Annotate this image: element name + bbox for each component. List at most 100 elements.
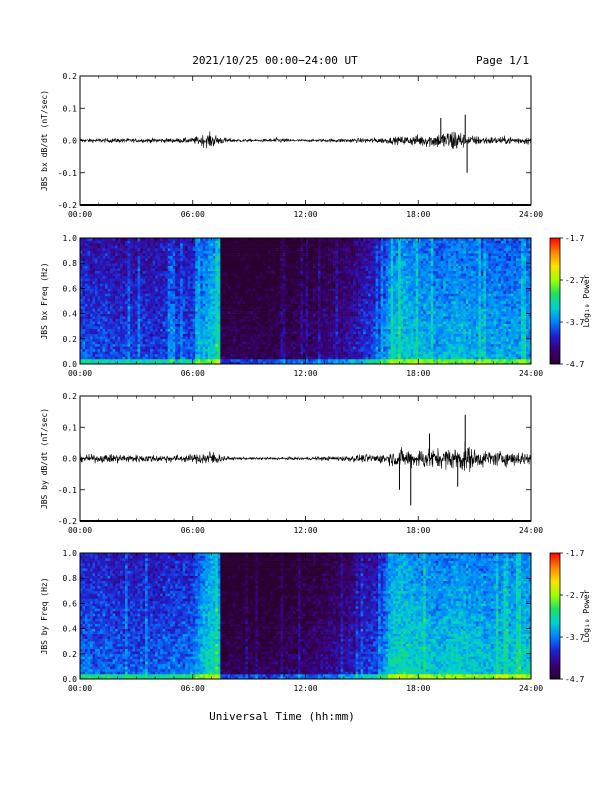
heatmap-cell (245, 270, 249, 274)
heatmap-cell (315, 308, 319, 312)
heatmap-cell (215, 306, 219, 309)
heatmap-cell (205, 245, 209, 249)
heatmap-cell (245, 333, 249, 337)
heatmap-cell (192, 316, 196, 319)
heatmap-cell (212, 243, 216, 246)
heatmap-cell (152, 253, 156, 256)
heatmap-cell (215, 338, 219, 342)
heatmap-cell (182, 263, 186, 267)
heatmap-cell (300, 323, 304, 327)
heatmap-cell (282, 258, 286, 261)
heatmap-cell (162, 341, 166, 345)
heatmap-cell (282, 313, 286, 317)
heatmap-cell (260, 338, 264, 342)
heatmap-cell (305, 301, 309, 304)
heatmap-cell (280, 361, 284, 365)
heatmap-cell (285, 258, 289, 261)
heatmap-cell (235, 338, 239, 342)
heatmap-cell (310, 245, 314, 249)
heatmap-cell (300, 333, 304, 337)
heatmap-cell (227, 343, 231, 347)
heatmap-cell (222, 346, 226, 350)
heatmap-cell (323, 243, 326, 246)
heatmap-cell (217, 290, 221, 294)
heatmap-cell (247, 245, 251, 249)
heatmap-cell (162, 326, 166, 330)
heatmap-cell (202, 293, 206, 297)
heatmap-cell (285, 293, 289, 297)
heatmap-cell (140, 243, 143, 246)
heatmap-cell (110, 321, 113, 324)
heatmap-cell (290, 248, 294, 251)
heatmap-cell (205, 333, 209, 337)
heatmap-cell (252, 316, 256, 319)
heatmap-cell (242, 306, 246, 309)
heatmap-cell (225, 238, 229, 241)
heatmap-cell (308, 311, 311, 314)
heatmap-cell (137, 348, 141, 352)
heatmap-cell (162, 248, 166, 251)
heatmap-cell (242, 243, 246, 246)
heatmap-cell (170, 313, 174, 317)
heatmap-cell (95, 323, 98, 327)
heatmap-cell (318, 265, 321, 269)
heatmap-cell (82, 288, 86, 292)
heatmap-cell (227, 303, 231, 307)
heatmap-cell (92, 270, 96, 274)
heatmap-cell (92, 348, 96, 352)
heatmap-cell (320, 280, 324, 284)
heatmap-cell (210, 343, 214, 347)
heatmap-cell (290, 270, 294, 274)
heatmap-cell (267, 268, 271, 272)
heatmap-cell (205, 255, 209, 259)
heatmap-cell (287, 273, 291, 277)
heatmap-cell (292, 333, 296, 337)
heatmap-cell (97, 358, 101, 362)
heatmap-cell (142, 278, 146, 282)
heatmap-cell (297, 285, 301, 289)
heatmap-cell (242, 283, 246, 287)
heatmap-cell (227, 338, 231, 342)
heatmap-cell (197, 358, 201, 362)
heatmap-cell (292, 265, 296, 269)
heatmap-cell (242, 321, 246, 324)
heatmap-cell (227, 243, 231, 246)
heatmap-cell (145, 326, 148, 330)
heatmap-cell (175, 253, 179, 256)
heatmap-cell (212, 268, 216, 272)
heatmap-cell (202, 341, 206, 345)
heatmap-cell (240, 316, 244, 319)
heatmap-cell (130, 250, 133, 254)
heatmap-cell (255, 331, 259, 335)
heatmap-cell (197, 250, 201, 254)
heatmap-cell (242, 341, 246, 345)
heatmap-cell (210, 303, 214, 307)
heatmap-cell (200, 361, 204, 365)
heatmap-cell (187, 356, 191, 360)
heatmap-cell (275, 343, 279, 347)
heatmap-cell (177, 285, 181, 289)
heatmap-cell (308, 295, 311, 299)
heatmap-cell (255, 313, 259, 317)
heatmap-cell (245, 358, 249, 362)
heatmap-cell (277, 353, 281, 357)
heatmap-cell (120, 295, 123, 299)
heatmap-cell (275, 338, 279, 342)
heatmap-cell (95, 260, 98, 264)
heatmap-cell (323, 301, 326, 304)
heatmap-cell (157, 288, 161, 292)
heatmap-cell (212, 265, 216, 269)
heatmap-cell (175, 293, 179, 297)
heatmap-cell (190, 358, 194, 362)
heatmap-cell (240, 326, 244, 330)
heatmap-cell (107, 248, 111, 251)
heatmap-cell (157, 321, 161, 324)
heatmap-cell (190, 303, 194, 307)
heatmap-cell (295, 323, 299, 327)
heatmap-cell (120, 351, 123, 355)
heatmap-cell (295, 270, 299, 274)
heatmap-cell (270, 298, 274, 302)
heatmap-cell (170, 245, 174, 249)
heatmap-cell (125, 240, 128, 244)
heatmap-cell (275, 245, 279, 249)
